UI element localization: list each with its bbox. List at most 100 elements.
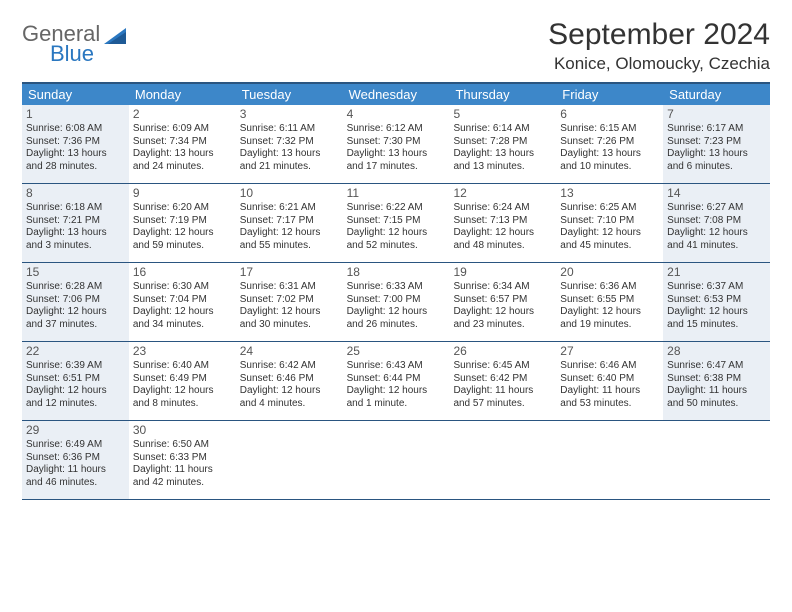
weekday-header: Monday [129, 84, 236, 105]
daylight-text: Daylight: 12 hours and 4 minutes. [240, 385, 339, 410]
daylight-text: Daylight: 12 hours and 23 minutes. [453, 306, 552, 331]
day-cell: 10Sunrise: 6:21 AMSunset: 7:17 PMDayligh… [236, 184, 343, 262]
logo-bottom: Blue [50, 44, 100, 64]
weekday-header: Thursday [449, 84, 556, 105]
day-cell: 11Sunrise: 6:22 AMSunset: 7:15 PMDayligh… [343, 184, 450, 262]
weekday-header: Sunday [22, 84, 129, 105]
week-row: 22Sunrise: 6:39 AMSunset: 6:51 PMDayligh… [22, 342, 770, 421]
day-number: 18 [347, 265, 446, 280]
sunrise-text: Sunrise: 6:45 AM [453, 360, 552, 373]
daylight-text: Daylight: 13 hours and 24 minutes. [133, 148, 232, 173]
day-number: 20 [560, 265, 659, 280]
sunset-text: Sunset: 7:13 PM [453, 215, 552, 228]
day-number: 12 [453, 186, 552, 201]
header: General Blue September 2024 Konice, Olom… [22, 18, 770, 74]
sunrise-text: Sunrise: 6:09 AM [133, 123, 232, 136]
day-number: 6 [560, 107, 659, 122]
day-cell: 29Sunrise: 6:49 AMSunset: 6:36 PMDayligh… [22, 421, 129, 499]
daylight-text: Daylight: 11 hours and 57 minutes. [453, 385, 552, 410]
day-cell: 23Sunrise: 6:40 AMSunset: 6:49 PMDayligh… [129, 342, 236, 420]
day-cell: 17Sunrise: 6:31 AMSunset: 7:02 PMDayligh… [236, 263, 343, 341]
daylight-text: Daylight: 13 hours and 21 minutes. [240, 148, 339, 173]
daylight-text: Daylight: 12 hours and 8 minutes. [133, 385, 232, 410]
day-cell-empty [343, 421, 450, 499]
sunrise-text: Sunrise: 6:37 AM [667, 281, 766, 294]
day-number: 11 [347, 186, 446, 201]
sunrise-text: Sunrise: 6:18 AM [26, 202, 125, 215]
daylight-text: Daylight: 12 hours and 55 minutes. [240, 227, 339, 252]
day-cell: 9Sunrise: 6:20 AMSunset: 7:19 PMDaylight… [129, 184, 236, 262]
location: Konice, Olomoucky, Czechia [548, 54, 770, 74]
sunset-text: Sunset: 6:46 PM [240, 373, 339, 386]
day-number: 2 [133, 107, 232, 122]
sunset-text: Sunset: 7:23 PM [667, 136, 766, 149]
day-number: 16 [133, 265, 232, 280]
sunrise-text: Sunrise: 6:42 AM [240, 360, 339, 373]
day-number: 27 [560, 344, 659, 359]
day-number: 25 [347, 344, 446, 359]
month-title: September 2024 [548, 18, 770, 52]
sunrise-text: Sunrise: 6:46 AM [560, 360, 659, 373]
day-cell: 28Sunrise: 6:47 AMSunset: 6:38 PMDayligh… [663, 342, 770, 420]
day-number: 4 [347, 107, 446, 122]
daylight-text: Daylight: 13 hours and 28 minutes. [26, 148, 125, 173]
sunset-text: Sunset: 6:49 PM [133, 373, 232, 386]
day-number: 24 [240, 344, 339, 359]
sunrise-text: Sunrise: 6:25 AM [560, 202, 659, 215]
sunrise-text: Sunrise: 6:27 AM [667, 202, 766, 215]
week-row: 1Sunrise: 6:08 AMSunset: 7:36 PMDaylight… [22, 105, 770, 184]
day-cell: 13Sunrise: 6:25 AMSunset: 7:10 PMDayligh… [556, 184, 663, 262]
sunrise-text: Sunrise: 6:12 AM [347, 123, 446, 136]
sunrise-text: Sunrise: 6:43 AM [347, 360, 446, 373]
sunset-text: Sunset: 7:02 PM [240, 294, 339, 307]
logo-triangle-icon [104, 26, 130, 48]
day-number: 5 [453, 107, 552, 122]
daylight-text: Daylight: 12 hours and 48 minutes. [453, 227, 552, 252]
sunset-text: Sunset: 7:04 PM [133, 294, 232, 307]
sunrise-text: Sunrise: 6:36 AM [560, 281, 659, 294]
sunset-text: Sunset: 6:44 PM [347, 373, 446, 386]
sunset-text: Sunset: 7:21 PM [26, 215, 125, 228]
weekday-header: Saturday [663, 84, 770, 105]
weeks-container: 1Sunrise: 6:08 AMSunset: 7:36 PMDaylight… [22, 105, 770, 500]
day-number: 10 [240, 186, 339, 201]
day-cell: 20Sunrise: 6:36 AMSunset: 6:55 PMDayligh… [556, 263, 663, 341]
sunset-text: Sunset: 7:26 PM [560, 136, 659, 149]
daylight-text: Daylight: 11 hours and 53 minutes. [560, 385, 659, 410]
day-cell-empty [449, 421, 556, 499]
day-cell: 27Sunrise: 6:46 AMSunset: 6:40 PMDayligh… [556, 342, 663, 420]
sunset-text: Sunset: 7:00 PM [347, 294, 446, 307]
day-cell: 22Sunrise: 6:39 AMSunset: 6:51 PMDayligh… [22, 342, 129, 420]
day-cell: 6Sunrise: 6:15 AMSunset: 7:26 PMDaylight… [556, 105, 663, 183]
daylight-text: Daylight: 12 hours and 52 minutes. [347, 227, 446, 252]
sunset-text: Sunset: 7:06 PM [26, 294, 125, 307]
sunset-text: Sunset: 6:33 PM [133, 452, 232, 465]
weekday-header: Wednesday [343, 84, 450, 105]
sunrise-text: Sunrise: 6:17 AM [667, 123, 766, 136]
sunrise-text: Sunrise: 6:40 AM [133, 360, 232, 373]
week-row: 29Sunrise: 6:49 AMSunset: 6:36 PMDayligh… [22, 421, 770, 500]
day-cell: 1Sunrise: 6:08 AMSunset: 7:36 PMDaylight… [22, 105, 129, 183]
sunrise-text: Sunrise: 6:34 AM [453, 281, 552, 294]
sunrise-text: Sunrise: 6:31 AM [240, 281, 339, 294]
sunset-text: Sunset: 7:32 PM [240, 136, 339, 149]
day-cell: 24Sunrise: 6:42 AMSunset: 6:46 PMDayligh… [236, 342, 343, 420]
weekday-header-row: SundayMondayTuesdayWednesdayThursdayFrid… [22, 84, 770, 105]
sunrise-text: Sunrise: 6:11 AM [240, 123, 339, 136]
day-number: 23 [133, 344, 232, 359]
day-cell: 8Sunrise: 6:18 AMSunset: 7:21 PMDaylight… [22, 184, 129, 262]
day-cell: 3Sunrise: 6:11 AMSunset: 7:32 PMDaylight… [236, 105, 343, 183]
logo-text: General Blue [22, 24, 100, 64]
sunrise-text: Sunrise: 6:21 AM [240, 202, 339, 215]
daylight-text: Daylight: 13 hours and 13 minutes. [453, 148, 552, 173]
day-number: 1 [26, 107, 125, 122]
day-number: 19 [453, 265, 552, 280]
sunrise-text: Sunrise: 6:50 AM [133, 439, 232, 452]
sunset-text: Sunset: 7:28 PM [453, 136, 552, 149]
day-number: 21 [667, 265, 766, 280]
sunrise-text: Sunrise: 6:20 AM [133, 202, 232, 215]
daylight-text: Daylight: 12 hours and 30 minutes. [240, 306, 339, 331]
week-row: 8Sunrise: 6:18 AMSunset: 7:21 PMDaylight… [22, 184, 770, 263]
daylight-text: Daylight: 12 hours and 1 minute. [347, 385, 446, 410]
sunset-text: Sunset: 7:10 PM [560, 215, 659, 228]
